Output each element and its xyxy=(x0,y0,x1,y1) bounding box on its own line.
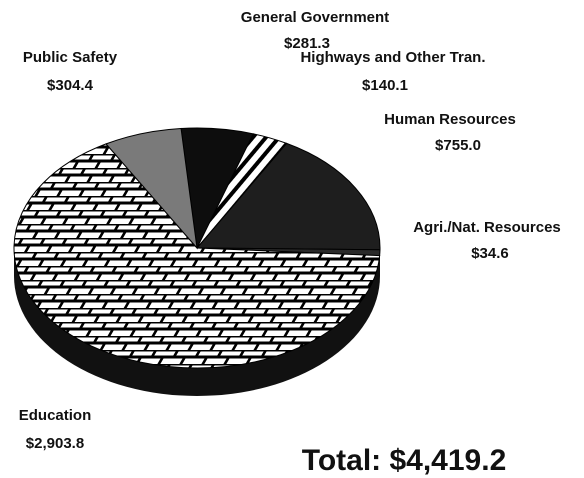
slice xyxy=(13,143,381,369)
slice-label: Education xyxy=(19,407,92,424)
total-annotation: Total: $4,419.2 xyxy=(302,444,507,477)
slice xyxy=(195,142,381,251)
slice-label: Agri./Nat. Resources xyxy=(413,219,561,236)
slice-value-label: $304.4 xyxy=(47,77,94,94)
slice-label: General Government xyxy=(241,9,389,26)
slice-value-label: $281.3 xyxy=(284,35,330,52)
slice-value-label: $755.0 xyxy=(435,137,481,154)
slice-value-label: $2,903.8 xyxy=(26,435,84,452)
slice-label: Highways and Other Tran. xyxy=(300,49,485,66)
slice-value-label: $34.6 xyxy=(471,245,509,262)
slice-value-label: $140.1 xyxy=(362,77,408,94)
slice-label: Public Safety xyxy=(23,49,118,66)
slice xyxy=(105,127,198,250)
slice-label: Human Resources xyxy=(384,111,516,128)
